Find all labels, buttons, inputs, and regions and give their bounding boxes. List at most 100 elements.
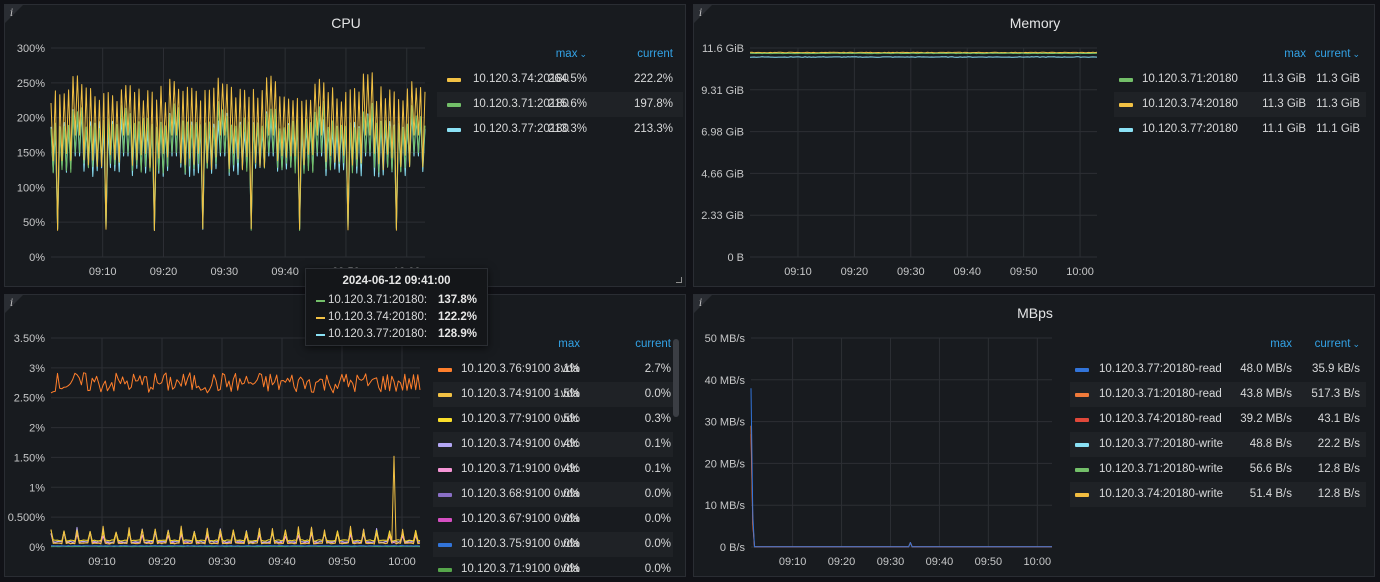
mbps-chart[interactable]: 0 B/s 10 MB/s 20 MB/s 30 MB/s 40 MB/s 50 MB/s… — [694, 295, 1064, 577]
series-line[interactable] — [50, 528, 421, 542]
series-swatch[interactable] — [438, 368, 452, 372]
info-icon[interactable]: i — [10, 8, 14, 19]
panel-info-corner[interactable] — [5, 295, 23, 313]
series-swatch[interactable] — [438, 493, 452, 497]
info-icon[interactable]: i — [10, 298, 14, 309]
series-line[interactable] — [50, 372, 421, 394]
legend-current-header[interactable]: current — [635, 338, 671, 350]
legend-series-name[interactable]: 10.120.3.75:9100 - vda — [461, 538, 580, 550]
series-line[interactable] — [750, 425, 1052, 548]
panel-title[interactable]: Memory — [1009, 15, 1061, 31]
legend-row[interactable]: 10.120.3.74:9100 - vda 1.5% 0.0% — [433, 382, 673, 407]
legend-row[interactable]: 10.120.3.74:20180-read 39.2 MB/s 43.1 B/s — [1070, 407, 1366, 432]
legend-current-header[interactable]: current ⌄ — [1315, 48, 1360, 60]
legend-series-name[interactable]: 10.120.3.71:20180 — [1142, 73, 1238, 85]
series-swatch[interactable] — [438, 393, 452, 397]
legend-row[interactable]: 10.120.3.71:9100 - vda 0.0% 0.0% — [433, 557, 673, 576]
legend-row[interactable]: 10.120.3.77:20180 11.1 GiB 11.1 GiB — [1114, 117, 1366, 142]
disk-util-panel: i 0% 0.500% 1% 1.50% 2% 2.50% 3% 3.50% 09:10 09:2… — [4, 294, 686, 577]
series-swatch[interactable] — [447, 103, 461, 107]
series-swatch[interactable] — [1075, 468, 1089, 472]
series-swatch[interactable] — [1075, 493, 1089, 497]
legend-row[interactable]: 10.120.3.68:9100 - vda 0.0% 0.0% — [433, 482, 673, 507]
panel-info-corner[interactable] — [694, 295, 712, 313]
legend-scrollbar[interactable] — [673, 339, 679, 417]
series-swatch[interactable] — [438, 468, 452, 472]
series-swatch[interactable] — [1119, 103, 1133, 107]
series-swatch[interactable] — [438, 418, 452, 422]
legend-series-name[interactable]: 10.120.3.74:20180 — [473, 73, 569, 85]
legend-series-name[interactable]: 10.120.3.77:20180-write — [1099, 438, 1224, 450]
series-swatch[interactable] — [438, 443, 452, 447]
legend-max-header[interactable]: max — [1284, 48, 1306, 60]
legend-row[interactable]: 10.120.3.71:9100 - vdc 0.4% 0.1% — [433, 457, 673, 482]
legend-row[interactable]: 10.120.3.71:20180-write 56.6 B/s 12.8 B/s — [1070, 457, 1366, 482]
resize-handle[interactable] — [676, 277, 682, 283]
series-swatch[interactable] — [438, 518, 452, 522]
legend-series-name[interactable]: 10.120.3.71:9100 - vdc — [461, 463, 579, 475]
series-swatch[interactable] — [447, 128, 461, 132]
x-tick-label: 09:30 — [897, 266, 925, 278]
legend-current-header[interactable]: current — [637, 48, 673, 60]
legend-series-name[interactable]: 10.120.3.74:20180-read — [1099, 413, 1222, 425]
panel-info-corner[interactable] — [5, 5, 23, 23]
panel-title[interactable]: MBps — [1017, 305, 1053, 321]
legend-series-name[interactable]: 10.120.3.74:20180 — [1142, 98, 1238, 110]
legend-row[interactable]: 10.120.3.67:9100 - vda 0.0% 0.0% — [433, 507, 673, 532]
x-tick-label: 09:10 — [89, 266, 117, 278]
legend-series-name[interactable]: 10.120.3.71:20180-write — [1099, 463, 1224, 475]
info-icon[interactable]: i — [699, 8, 703, 19]
legend-row[interactable]: 10.120.3.76:9100 - vda 3.1% 2.7% — [433, 357, 673, 382]
info-icon[interactable]: i — [699, 298, 703, 309]
legend-row[interactable]: 10.120.3.74:20180 11.3 GiB 11.3 GiB — [1114, 92, 1366, 117]
legend-row[interactable]: 10.120.3.71:20180-read 43.8 MB/s 517.3 B/s — [1070, 382, 1366, 407]
legend-max-header[interactable]: max ⌄ — [556, 48, 587, 60]
legend-series-name[interactable]: 10.120.3.71:9100 - vda — [461, 563, 580, 575]
series-line[interactable] — [50, 455, 421, 545]
legend-row[interactable]: 10.120.3.77:20180 213.3% 213.3% — [437, 117, 683, 142]
legend-series-name[interactable]: 10.120.3.77:9100 - vdc — [461, 413, 579, 425]
legend-row[interactable]: 10.120.3.77:20180-read 48.0 MB/s 35.9 kB/s — [1070, 357, 1366, 382]
series-swatch[interactable] — [438, 543, 452, 547]
series-line[interactable] — [50, 100, 426, 231]
series-swatch[interactable] — [1119, 128, 1133, 132]
legend-series-name[interactable]: 10.120.3.74:9100 - vdc — [461, 438, 579, 450]
legend-series-name[interactable]: 10.120.3.74:9100 - vda — [461, 388, 580, 400]
legend-row[interactable]: 10.120.3.71:20180 215.6% 197.8% — [437, 92, 683, 117]
panel-title[interactable]: CPU — [331, 15, 361, 31]
legend-row[interactable]: 10.120.3.74:20180 264.5% 222.2% — [437, 67, 683, 92]
legend-row[interactable]: 10.120.3.75:9100 - vda 0.0% 0.0% — [433, 532, 673, 557]
legend-series-name[interactable]: 10.120.3.76:9100 - vda — [461, 363, 580, 375]
series-line[interactable] — [750, 434, 1052, 548]
cpu-chart[interactable]: 0% 50% 100% 150% 200% 250% 300% 09:10 09:20 09:30… — [5, 5, 435, 287]
series-swatch[interactable] — [1119, 78, 1133, 82]
legend-max-header[interactable]: max — [558, 338, 580, 350]
legend-series-name[interactable]: 10.120.3.71:20180 — [473, 98, 569, 110]
series-swatch[interactable] — [447, 78, 461, 82]
series-line[interactable] — [750, 388, 1052, 548]
legend-row[interactable]: 10.120.3.77:20180-write 48.8 B/s 22.2 B/s — [1070, 432, 1366, 457]
legend-series-name[interactable]: 10.120.3.77:20180 — [1142, 123, 1238, 135]
series-swatch[interactable] — [438, 568, 452, 572]
legend-series-name[interactable]: 10.120.3.74:20180-write — [1099, 488, 1224, 500]
series-swatch[interactable] — [1075, 443, 1089, 447]
legend-current-header[interactable]: current ⌄ — [1315, 338, 1360, 350]
memory-chart[interactable]: 0 B 2.33 GiB 4.66 GiB 6.98 GiB 9.31 GiB 11.6 … — [694, 5, 1109, 287]
legend-series-name[interactable]: 10.120.3.71:20180-read — [1099, 388, 1222, 400]
series-swatch[interactable] — [1075, 368, 1089, 372]
legend-series-name[interactable]: 10.120.3.67:9100 - vda — [461, 513, 580, 525]
legend-series-name[interactable]: 10.120.3.77:20180-read — [1099, 363, 1222, 375]
legend-max-header[interactable]: max — [1270, 338, 1292, 350]
series-swatch[interactable] — [1075, 418, 1089, 422]
panel-info-corner[interactable] — [694, 5, 712, 23]
series-swatch[interactable] — [1075, 393, 1089, 397]
series-line[interactable] — [50, 72, 426, 231]
legend-series-name[interactable]: 10.120.3.77:20180 — [473, 123, 569, 135]
x-tick-label: 09:10 — [779, 556, 807, 568]
legend-row[interactable]: 10.120.3.77:9100 - vdc 0.5% 0.3% — [433, 407, 673, 432]
legend-row[interactable]: 10.120.3.71:20180 11.3 GiB 11.3 GiB — [1114, 67, 1366, 92]
legend-series-name[interactable]: 10.120.3.68:9100 - vda — [461, 488, 580, 500]
legend-row[interactable]: 10.120.3.74:9100 - vdc 0.4% 0.1% — [433, 432, 673, 457]
disk-util-chart[interactable]: 0% 0.500% 1% 1.50% 2% 2.50% 3% 3.50% 09:10 09:20 0… — [5, 295, 430, 577]
legend-row[interactable]: 10.120.3.74:20180-write 51.4 B/s 12.8 B/s — [1070, 482, 1366, 507]
